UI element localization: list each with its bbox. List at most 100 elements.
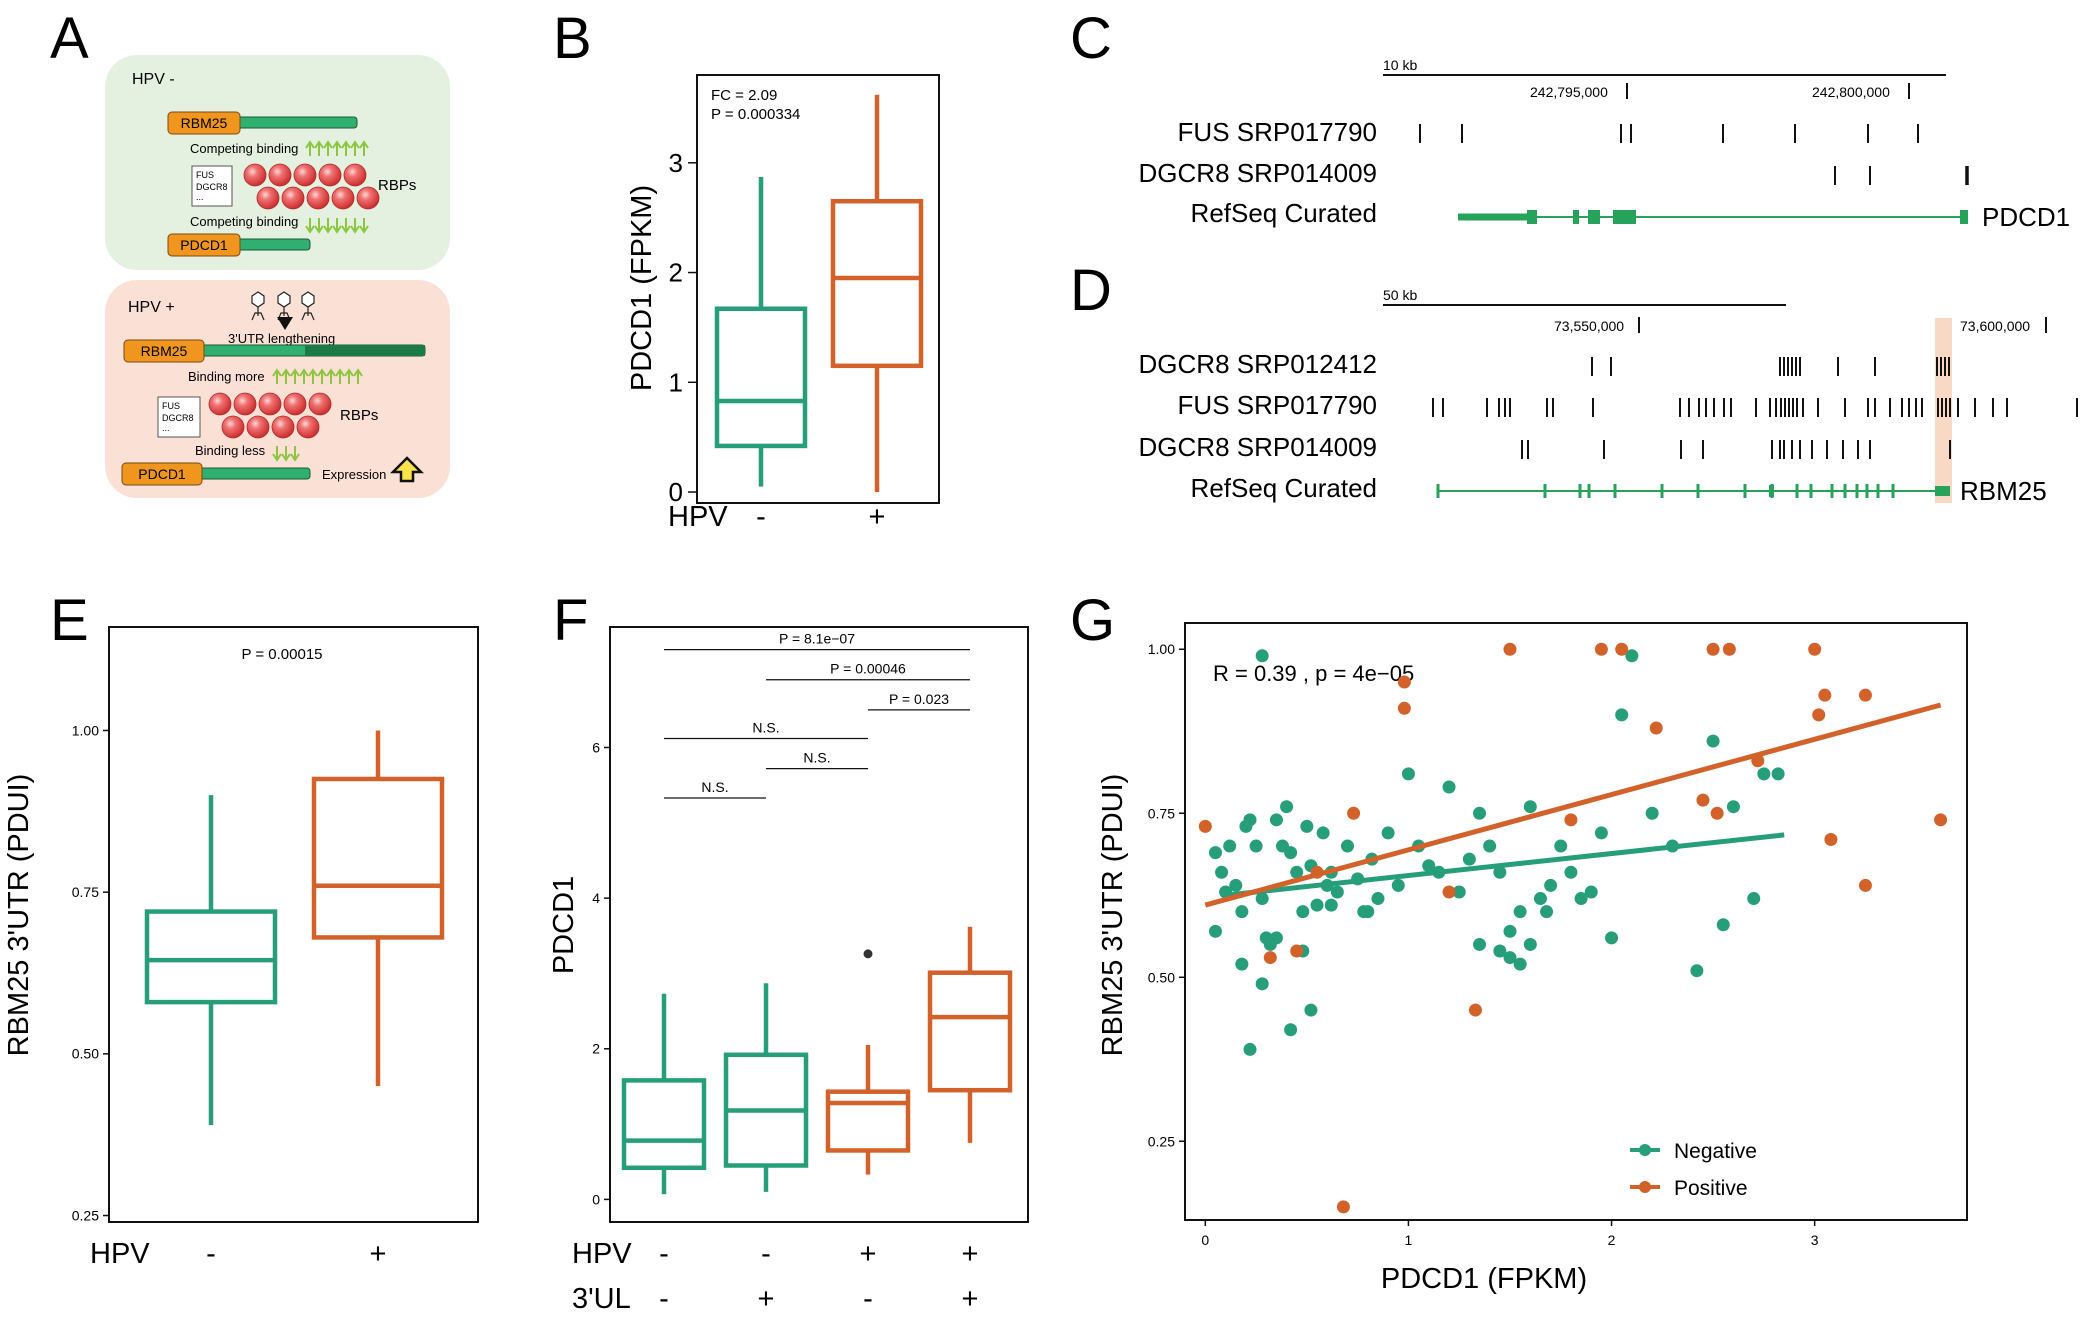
x-tick-label: 3 <box>1811 1232 1819 1248</box>
x-tick-label: 2 <box>1608 1232 1616 1248</box>
rbps-label-pos: RBPs <box>340 407 378 424</box>
panel-d-track-refseq: RefSeq Curated <box>1191 473 1377 503</box>
rbp-list-item-etc: ... <box>196 192 204 202</box>
panel-e-cat-neg: - <box>206 1238 216 1270</box>
scatter-point-negative <box>1605 931 1619 945</box>
significance-label: P = 0.00046 <box>830 661 906 677</box>
scatter-point-positive <box>1812 708 1826 722</box>
scatter-point-positive <box>1564 813 1578 827</box>
panel-e-y-axis: 0.25 0.50 0.75 1.00 <box>72 722 109 1223</box>
exon-block <box>1830 484 1834 498</box>
exon-block <box>1696 484 1700 498</box>
scatter-point-negative <box>1771 767 1785 781</box>
scatter-point-negative <box>1483 839 1497 853</box>
y-tick-label: 2 <box>669 258 683 288</box>
binding-arrow-head <box>299 368 309 377</box>
scatter-point-negative <box>1361 905 1375 919</box>
panel-d-gene-model <box>1436 484 1950 498</box>
panel-b-hpv-label: HPV <box>668 501 728 533</box>
panel-letter-d: D <box>1070 258 1112 323</box>
scatter-point-negative <box>1594 826 1608 840</box>
scatter-point-negative <box>1243 1042 1257 1056</box>
panel-e: P = 0.00015 RBM25 3'UTR (PDUI) 0.250.500… <box>3 626 479 1270</box>
arrow-down-icon <box>277 317 293 330</box>
panel-g-points <box>1198 642 1948 1214</box>
rbm25-gene-label: RBM25 <box>181 115 228 131</box>
binding-arrow-head <box>272 368 282 377</box>
panel-c-gene-name: PDCD1 <box>1982 202 2070 232</box>
binding-arrow-head <box>305 140 315 149</box>
y-tick-label: 3 <box>669 148 683 178</box>
scatter-point-positive <box>1818 688 1832 702</box>
rbp-list-item-etc-pos: ... <box>162 423 170 433</box>
binding-arrow-head <box>332 140 342 149</box>
panel-f-ul-cat: - <box>863 1283 873 1315</box>
panel-b-fc: FC = 2.09 <box>711 87 777 104</box>
scatter-point-negative <box>1269 813 1283 827</box>
y-tick-label: 4 <box>592 890 600 906</box>
box-iqr <box>927 970 1013 1093</box>
utr-lengthening-label: 3'UTR lengthening <box>228 331 335 346</box>
binding-arrow-head <box>308 368 318 377</box>
binding-arrow-head <box>335 368 345 377</box>
binding-arrows-up-1 <box>305 140 369 156</box>
panel-g-fit-lines <box>1204 702 1942 908</box>
panel-f: PDCD1 0 2 4 6 P = 8.1e−07 P = 0.00046 P = 0.0… <box>548 626 1029 1315</box>
binding-arrow-head <box>305 225 315 234</box>
scatter-point-positive <box>1397 701 1411 715</box>
scatter-point-negative <box>1284 846 1298 860</box>
binding-arrow-head <box>359 225 369 234</box>
panel-b-boxes <box>714 94 924 493</box>
panel-letter-e: E <box>50 588 89 653</box>
rbp-circle <box>331 186 355 210</box>
rbp-circle <box>243 163 267 187</box>
panel-b-cat-pos: + <box>869 501 886 533</box>
y-tick-label: 2 <box>592 1041 600 1057</box>
significance-label: N.S. <box>701 779 728 795</box>
rbp-circle <box>246 415 270 439</box>
binding-arrow-head <box>323 140 333 149</box>
panel-f-hpv-cat: + <box>962 1238 979 1270</box>
rbp-circle <box>318 163 342 187</box>
y-tick-label: 0.25 <box>72 1207 99 1223</box>
x-tick-label: 0 <box>1201 1232 1209 1248</box>
rbp-circle <box>256 186 280 210</box>
panel-f-significance: P = 8.1e−07 P = 0.00046 P = 0.023 N.S. N.S. N… <box>664 631 970 799</box>
scatter-point-positive <box>1397 675 1411 689</box>
rbp-circle <box>356 186 380 210</box>
scatter-point-negative <box>1284 1023 1298 1037</box>
binding-arrow-head <box>344 368 354 377</box>
panel-f-y-axis: 0 2 4 6 <box>592 739 610 1207</box>
scatter-point-negative <box>1255 892 1269 906</box>
panel-e-boxes <box>144 730 445 1125</box>
pdcd1-gene-label-box-pos <box>121 462 203 486</box>
scatter-point-negative <box>1503 924 1517 938</box>
legend-positive-label: Positive <box>1674 1177 1748 1200</box>
y-tick-label: 0.50 <box>72 1046 99 1062</box>
exon-block <box>1876 484 1880 498</box>
scatter-point-positive <box>1649 721 1663 735</box>
scatter-point-negative <box>1544 878 1558 892</box>
panel-f-boxes <box>621 926 1013 1195</box>
scatter-point-negative <box>1229 878 1243 892</box>
exon-block <box>1587 484 1591 498</box>
binding-arrow-head <box>323 225 333 234</box>
significance-label: N.S. <box>752 719 779 735</box>
exon-block <box>1935 486 1950 496</box>
pdcd1-gene-label-box-neg <box>167 233 241 257</box>
scatter-point-negative <box>1452 885 1466 899</box>
scatter-point-positive <box>1710 806 1724 820</box>
panel-g-frame <box>1184 622 1968 1221</box>
virus-icons <box>251 291 315 330</box>
rbp-circle <box>306 186 330 210</box>
binding-arrow-head <box>290 368 300 377</box>
panel-f-hpv-cat: + <box>860 1238 877 1270</box>
hpv-positive-box <box>105 280 450 498</box>
significance-label: N.S. <box>803 750 830 766</box>
binding-less-label: Binding less <box>195 443 266 458</box>
y-tick-label: 0.75 <box>72 884 99 900</box>
rbps-label-neg: RBPs <box>378 177 416 194</box>
panel-e-pvalue: P = 0.00015 <box>241 646 322 663</box>
panel-d-highlight <box>1935 318 1952 503</box>
panel-b: FC = 2.09 P = 0.000334 PDCD1 (FPKM) 0 1 2 3… <box>626 74 940 533</box>
